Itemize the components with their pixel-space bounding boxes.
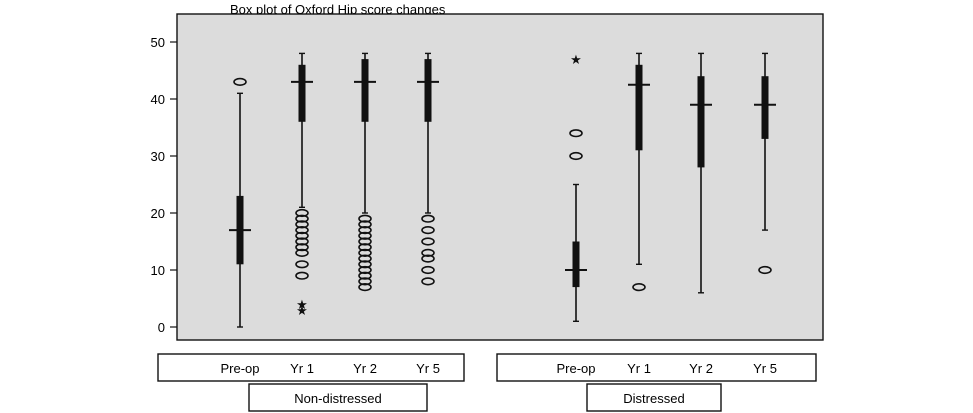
box-iqr <box>635 64 643 151</box>
outlier-point <box>295 220 309 229</box>
outlier-point <box>358 265 372 275</box>
outlier-point <box>358 237 372 246</box>
category-label: Yr 1 <box>290 361 314 376</box>
category-box <box>496 353 817 382</box>
box-series: ★★★ <box>229 52 776 328</box>
outlier-point <box>421 248 435 257</box>
category-label: Yr 2 <box>689 361 713 376</box>
box-0-2 <box>354 52 376 292</box>
outlier-point <box>295 237 309 246</box>
outlier-point <box>295 214 309 223</box>
y-axis: 0 10 20 30 40 50 <box>151 35 177 335</box>
outlier-point <box>358 226 372 235</box>
outlier-point <box>358 231 372 240</box>
category-box <box>157 353 465 382</box>
y-tick-label: 30 <box>151 149 165 164</box>
category-label: Yr 5 <box>753 361 777 376</box>
category-label: Yr 1 <box>627 361 651 376</box>
y-tick-label: 50 <box>151 35 165 50</box>
outlier-point <box>421 237 435 246</box>
x-axis: Pre-op Yr 1 Yr 2 Yr 5 Non-distressed Pre-op Yr… <box>157 353 817 412</box>
outlier-point <box>421 214 435 223</box>
extreme-point: ★ <box>296 303 308 318</box>
outlier-point <box>421 277 435 286</box>
outlier-point <box>295 271 309 280</box>
box-iqr <box>424 59 432 122</box>
plot-area <box>176 13 824 341</box>
y-tick-label: 20 <box>151 206 165 221</box>
outlier-point <box>358 220 372 229</box>
box-1-0: ★ <box>565 52 587 322</box>
box-iqr <box>761 76 769 139</box>
outlier-point <box>358 214 372 223</box>
outlier-point <box>569 151 583 161</box>
outlier-point <box>295 260 309 269</box>
box-iqr <box>572 241 580 288</box>
category-label: Yr 5 <box>416 361 440 376</box>
y-tick-label: 0 <box>158 320 165 335</box>
extreme-point: ★ <box>570 52 582 67</box>
outlier-point <box>758 265 772 275</box>
extreme-point: ★ <box>296 297 308 312</box>
outlier-point <box>358 283 372 292</box>
outlier-point <box>569 129 583 138</box>
outlier-point <box>421 265 435 275</box>
outlier-point <box>358 271 372 280</box>
box-0-0 <box>229 77 251 328</box>
box-0-1: ★★ <box>291 52 313 318</box>
outlier-point <box>358 248 372 257</box>
outlier-point <box>295 208 309 218</box>
group-label: Non-distressed <box>294 391 381 406</box>
outlier-point <box>632 283 646 292</box>
category-label: Pre-op <box>220 361 259 376</box>
y-tick-label: 10 <box>151 263 165 278</box>
outlier-point <box>295 243 309 252</box>
outlier-point <box>358 277 372 286</box>
category-label: Yr 2 <box>353 361 377 376</box>
box-iqr <box>298 64 306 122</box>
box-iqr <box>697 76 705 168</box>
outlier-point <box>233 77 247 86</box>
outlier-point <box>295 231 309 240</box>
outlier-point <box>421 226 435 235</box>
group-box <box>586 383 722 412</box>
outlier-point <box>295 226 309 235</box>
box-0-3 <box>417 52 439 286</box>
outlier-point <box>358 243 372 252</box>
outlier-point <box>358 260 372 269</box>
y-tick-label: 40 <box>151 92 165 107</box>
category-label: Pre-op <box>556 361 595 376</box>
box-1-2 <box>690 52 712 294</box>
outlier-point <box>421 254 435 263</box>
outlier-point <box>358 254 372 263</box>
box-1-1 <box>628 52 650 292</box>
outlier-point <box>295 248 309 257</box>
box-1-3 <box>754 52 776 275</box>
chart-title: Box plot of Oxford Hip score changes <box>230 2 446 17</box>
group-label: Distressed <box>623 391 684 406</box>
group-box <box>248 383 428 412</box>
box-iqr <box>361 59 369 122</box>
